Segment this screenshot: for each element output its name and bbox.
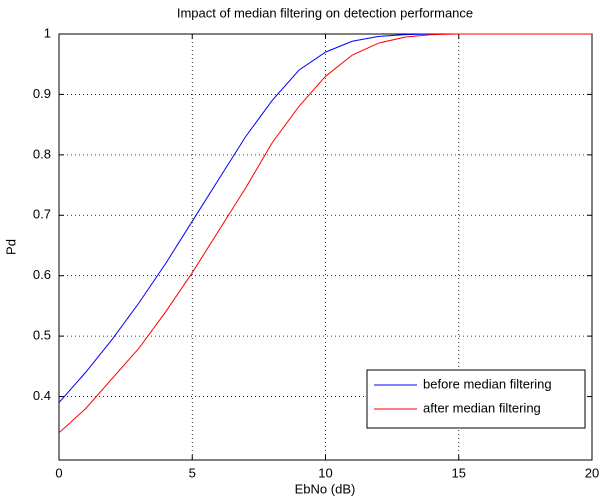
x-tick-label: 5 xyxy=(189,465,196,480)
legend-box xyxy=(366,369,586,429)
axes-box xyxy=(58,33,593,461)
y-tick-label: 0.9 xyxy=(33,86,51,101)
chart-title: Impact of median filtering on detection … xyxy=(177,5,473,20)
y-tick-label: 1 xyxy=(44,25,51,40)
legend-label: after median filtering xyxy=(423,400,541,415)
y-tick-label: 0.5 xyxy=(33,328,51,343)
x-tick-label: 15 xyxy=(452,465,466,480)
y-tick-label: 0.8 xyxy=(33,146,51,161)
x-tick-label: 0 xyxy=(55,465,62,480)
y-tick-label: 0.7 xyxy=(33,207,51,222)
x-tick-label: 10 xyxy=(318,465,332,480)
x-axis-label: EbNo (dB) xyxy=(295,481,356,496)
x-tick-label: 20 xyxy=(585,465,599,480)
line xyxy=(58,33,592,434)
y-tick-label: 0.6 xyxy=(33,267,51,282)
legend-label: before median filtering xyxy=(423,376,552,391)
y-axis-label: Pd xyxy=(3,239,18,255)
y-tick-label: 0.4 xyxy=(33,388,51,403)
